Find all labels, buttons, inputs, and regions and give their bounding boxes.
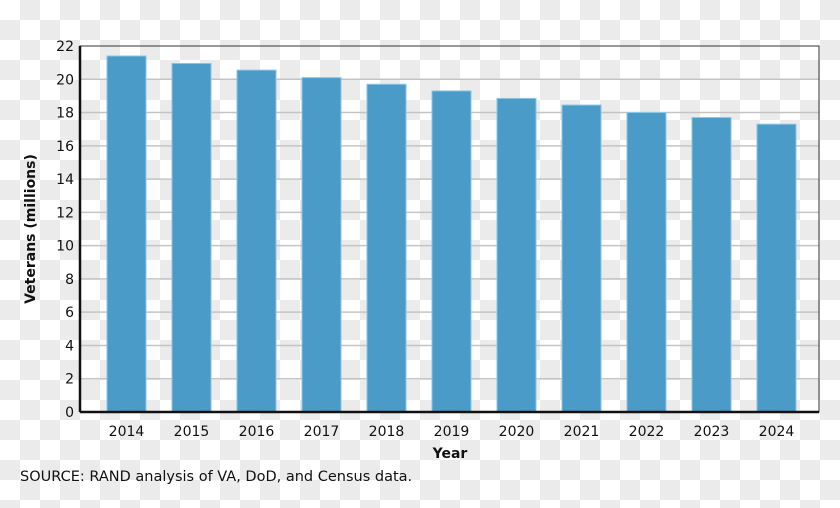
y-tick-label: 16: [56, 139, 74, 155]
x-tick-label: 2016: [239, 424, 275, 440]
y-tick-label: 22: [56, 39, 74, 55]
y-tick-label: 18: [56, 106, 74, 122]
bar-2016: [236, 69, 277, 413]
bar-2017: [301, 77, 342, 413]
y-tick-label: 12: [56, 205, 74, 221]
bar-2022: [626, 112, 667, 413]
x-tick-label: 2024: [759, 424, 795, 440]
source-note: SOURCE: RAND analysis of VA, DoD, and Ce…: [20, 469, 413, 485]
y-tick-label: 20: [56, 72, 74, 88]
y-tick-label: 8: [65, 272, 74, 288]
x-tick-label: 2015: [174, 424, 210, 440]
x-tick-label: 2017: [304, 424, 340, 440]
y-tick-label: 0: [65, 405, 74, 421]
bar-2021: [561, 104, 602, 413]
y-tick-label: 4: [65, 338, 74, 354]
bar-2023: [691, 117, 732, 413]
bar-2014: [106, 55, 147, 413]
bar-2015: [171, 62, 212, 413]
bar-2019: [431, 90, 472, 413]
x-tick-label: 2014: [109, 424, 145, 440]
y-axis-label: Veterans (millions): [23, 154, 39, 304]
x-tick-label: 2023: [694, 424, 730, 440]
bar-2020: [496, 97, 537, 413]
x-axis-label: Year: [432, 446, 468, 462]
y-tick-label: 10: [56, 239, 74, 255]
bar-2018: [366, 83, 407, 413]
y-tick-label: 2: [65, 372, 74, 388]
y-tick-label: 6: [65, 305, 74, 321]
x-tick-label: 2018: [369, 424, 405, 440]
x-tick-label: 2022: [629, 424, 665, 440]
y-tick-label: 14: [56, 172, 74, 188]
bar-2024: [756, 123, 797, 413]
x-tick-label: 2019: [434, 424, 470, 440]
x-tick-label: 2021: [564, 424, 600, 440]
x-tick-label: 2020: [499, 424, 535, 440]
